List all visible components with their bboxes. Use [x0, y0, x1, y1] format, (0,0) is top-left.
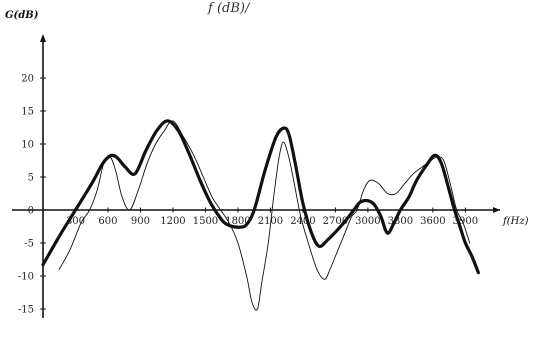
y-tick-label: 5: [28, 173, 34, 184]
x-tick-label: 2700: [323, 216, 348, 227]
x-tick-label: 3000: [355, 216, 380, 227]
x-axis-arrow-icon: [493, 207, 500, 213]
x-tick-label: 2400: [290, 216, 315, 227]
y-tick-label: 20: [21, 74, 34, 85]
x-tick-label: 300: [66, 216, 85, 227]
y-tick-label: -15: [18, 305, 34, 316]
x-axis: [12, 207, 500, 213]
y-tick-label: -5: [24, 239, 34, 250]
x-tick-label: 3900: [453, 216, 478, 227]
y-tick-label: 0: [28, 206, 34, 217]
x-axis-label: f(Hz): [502, 216, 529, 227]
y-axis-label: G(dB): [5, 10, 39, 21]
y-tick-label: -10: [18, 272, 34, 283]
y-tick-labels: 20 15 10 5 0 -5 -10 -15: [18, 74, 46, 316]
x-tick-label: 3600: [420, 216, 445, 227]
top-text-fragment: f (dB)/: [207, 1, 251, 16]
series-line-thick: [41, 119, 480, 275]
y-tick-label: 15: [21, 107, 34, 118]
series-line-thin: [58, 120, 471, 311]
x-tick-label: 3300: [388, 216, 413, 227]
series-lines: [41, 119, 480, 311]
x-tick-label: 600: [98, 216, 117, 227]
x-tick-label: 1200: [160, 216, 185, 227]
y-axis: [40, 34, 46, 318]
y-tick-label: 10: [21, 140, 34, 151]
x-tick-label: 1500: [193, 216, 218, 227]
x-tick-label: 900: [131, 216, 150, 227]
y-axis-arrow-icon: [40, 34, 46, 42]
x-tick-label: 1800: [225, 216, 250, 227]
